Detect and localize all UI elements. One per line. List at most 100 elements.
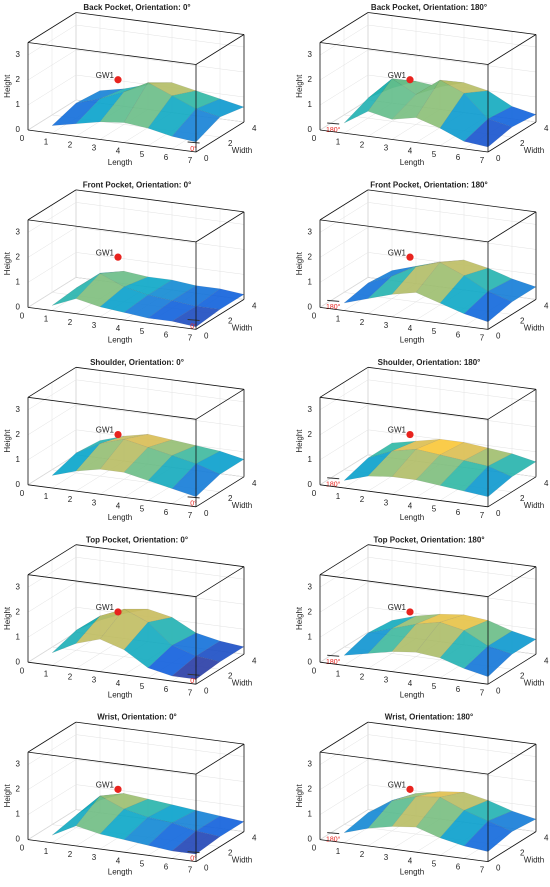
x-tick-label: 3 xyxy=(384,853,389,862)
box-edge xyxy=(27,661,197,685)
z-tick-label: 3 xyxy=(308,760,313,769)
z-tick-label: 3 xyxy=(16,582,21,591)
grid-line xyxy=(75,556,245,580)
z-tick-label: 3 xyxy=(16,50,21,59)
orientation-line xyxy=(187,851,200,854)
chart-title: Top Pocket, Orientation: 0° xyxy=(86,535,188,544)
z-tick-label: 0 xyxy=(308,835,313,844)
grid-line xyxy=(319,277,369,308)
grid-line xyxy=(27,74,77,106)
z-tick-label: 2 xyxy=(308,253,313,262)
x-tick-label: 7 xyxy=(480,334,485,343)
subplot: Wrist, Orientation: 180° GW1 180° 0 1 2 3 4 5 6 7 0… xyxy=(295,713,549,877)
chart-title: Back Pocket, Orientation: 180° xyxy=(371,3,487,12)
box-edge xyxy=(319,189,369,221)
box-edge xyxy=(319,12,369,43)
box-edge xyxy=(487,211,537,243)
x-tick-label: 5 xyxy=(432,327,437,336)
x-tick-label: 2 xyxy=(68,850,73,859)
marker-label: GW1 xyxy=(388,71,407,80)
z-tick-label: 1 xyxy=(16,455,21,464)
y-tick-label: 4 xyxy=(544,302,549,311)
x-tick-label: 3 xyxy=(92,853,97,862)
z-tick-label: 0 xyxy=(16,125,21,134)
z-axis-label: Height xyxy=(295,606,304,630)
x-tick-label: 1 xyxy=(336,669,341,678)
x-tick-label: 5 xyxy=(140,150,145,159)
x-tick-label: 3 xyxy=(384,676,389,685)
chart-title: Back Pocket, Orientation: 0° xyxy=(83,3,190,12)
box-edge xyxy=(319,839,489,862)
y-tick-label: 4 xyxy=(544,834,549,843)
x-tick-label: 7 xyxy=(480,156,485,165)
grid-line xyxy=(27,202,77,233)
y-tick-label: 4 xyxy=(544,656,549,665)
x-tick-label: 6 xyxy=(456,153,461,162)
grid-line xyxy=(319,784,369,815)
x-axis-label: Length xyxy=(108,868,132,877)
marker xyxy=(406,253,414,261)
z-tick-label: 1 xyxy=(16,278,21,287)
z-tick-label: 0 xyxy=(308,657,313,666)
x-tick-label: 1 xyxy=(336,847,341,856)
z-tick-label: 0 xyxy=(16,657,21,666)
chart-title: Shoulder, Orientation: 0° xyxy=(90,358,184,367)
y-tick-label: 0 xyxy=(204,686,209,695)
grid-line xyxy=(27,759,77,790)
x-tick-label: 6 xyxy=(456,330,461,339)
box-edge xyxy=(367,544,537,568)
y-tick-label: 0 xyxy=(496,332,501,341)
x-tick-label: 0 xyxy=(312,666,317,675)
box-edge xyxy=(319,129,489,153)
grid-line xyxy=(27,252,77,283)
box-edge xyxy=(27,366,77,398)
box-edge xyxy=(27,484,197,508)
chart-title: Wrist, Orientation: 0° xyxy=(97,713,177,722)
box-edge xyxy=(195,299,245,330)
subplot: Top Pocket, Orientation: 0° GW1 0° 0 1 2 3 4 5 6 7… xyxy=(3,535,257,699)
grid-line xyxy=(319,759,369,790)
x-tick-label: 0 xyxy=(20,134,25,143)
grid-line xyxy=(27,404,77,436)
x-tick-label: 7 xyxy=(480,866,485,875)
grid-line xyxy=(27,49,77,81)
x-tick-label: 7 xyxy=(188,334,193,343)
box-edge xyxy=(195,121,245,153)
grid-line xyxy=(27,556,77,588)
marker-label: GW1 xyxy=(96,603,115,612)
subplot: Front Pocket, Orientation: 180° GW1 180° 0 1… xyxy=(295,181,549,345)
x-tick-label: 6 xyxy=(164,508,169,517)
x-tick-label: 1 xyxy=(336,492,341,501)
marker xyxy=(406,76,414,84)
x-tick-label: 0 xyxy=(20,489,25,498)
subplot: Back Pocket, Orientation: 0° GW1 0° 0 1 2 3 4 5 6… xyxy=(3,3,257,167)
z-tick-label: 3 xyxy=(16,228,21,237)
x-tick-label: 3 xyxy=(92,321,97,330)
y-tick-label: 4 xyxy=(252,834,257,843)
box-edge xyxy=(27,12,77,43)
x-tick-label: 7 xyxy=(188,511,193,520)
box-edge xyxy=(319,721,369,753)
y-tick-label: 4 xyxy=(252,656,257,665)
x-axis-label: Length xyxy=(108,690,132,699)
z-tick-label: 2 xyxy=(16,607,21,616)
z-axis-label: Height xyxy=(3,606,12,630)
x-tick-label: 7 xyxy=(480,688,485,697)
x-tick-label: 6 xyxy=(456,508,461,517)
box-edge xyxy=(319,219,489,243)
z-tick-label: 3 xyxy=(16,760,21,769)
grid-line xyxy=(367,404,537,428)
x-tick-label: 5 xyxy=(140,327,145,336)
y-tick-label: 4 xyxy=(252,302,257,311)
grid-line xyxy=(75,759,245,782)
orientation-line xyxy=(327,122,340,125)
box-edge xyxy=(487,476,537,508)
x-tick-label: 5 xyxy=(432,682,437,691)
z-tick-label: 1 xyxy=(308,632,313,641)
grid-line xyxy=(75,227,245,250)
grid-line xyxy=(319,429,369,461)
z-tick-label: 1 xyxy=(16,100,21,109)
grid-line xyxy=(75,202,245,225)
chart-title: Front Pocket, Orientation: 180° xyxy=(370,181,487,190)
grid-line xyxy=(75,734,245,757)
